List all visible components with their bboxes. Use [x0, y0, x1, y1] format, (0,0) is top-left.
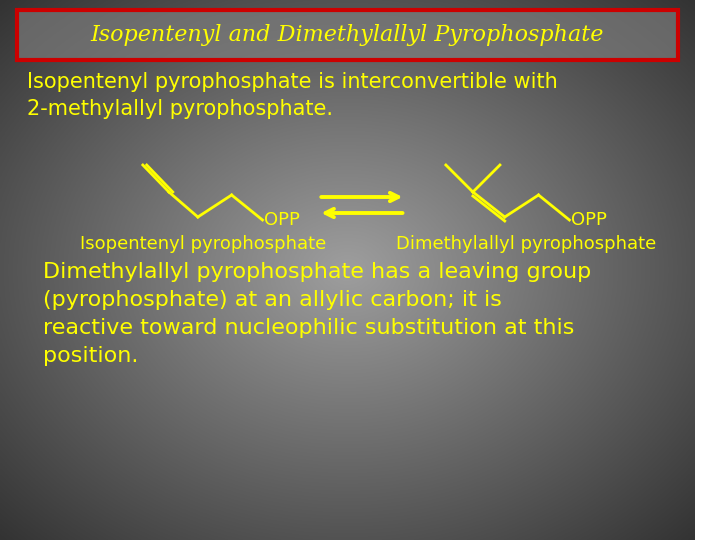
Text: Dimethylallyl pyrophosphate: Dimethylallyl pyrophosphate [396, 235, 656, 253]
Text: OPP: OPP [572, 211, 607, 229]
Text: Isopentenyl and Dimethylallyl Pyrophosphate: Isopentenyl and Dimethylallyl Pyrophosph… [91, 24, 604, 46]
Bar [17, 10, 678, 60]
Text: Isopentenyl pyrophosphate: Isopentenyl pyrophosphate [79, 235, 325, 253]
Text: Dimethylallyl pyrophosphate has a leaving group
(pyrophosphate) at an allylic ca: Dimethylallyl pyrophosphate has a leavin… [43, 262, 592, 366]
Text: OPP: OPP [264, 211, 300, 229]
Text: Isopentenyl pyrophosphate is interconvertible with
2-methylallyl pyrophosphate.: Isopentenyl pyrophosphate is interconver… [27, 72, 558, 119]
